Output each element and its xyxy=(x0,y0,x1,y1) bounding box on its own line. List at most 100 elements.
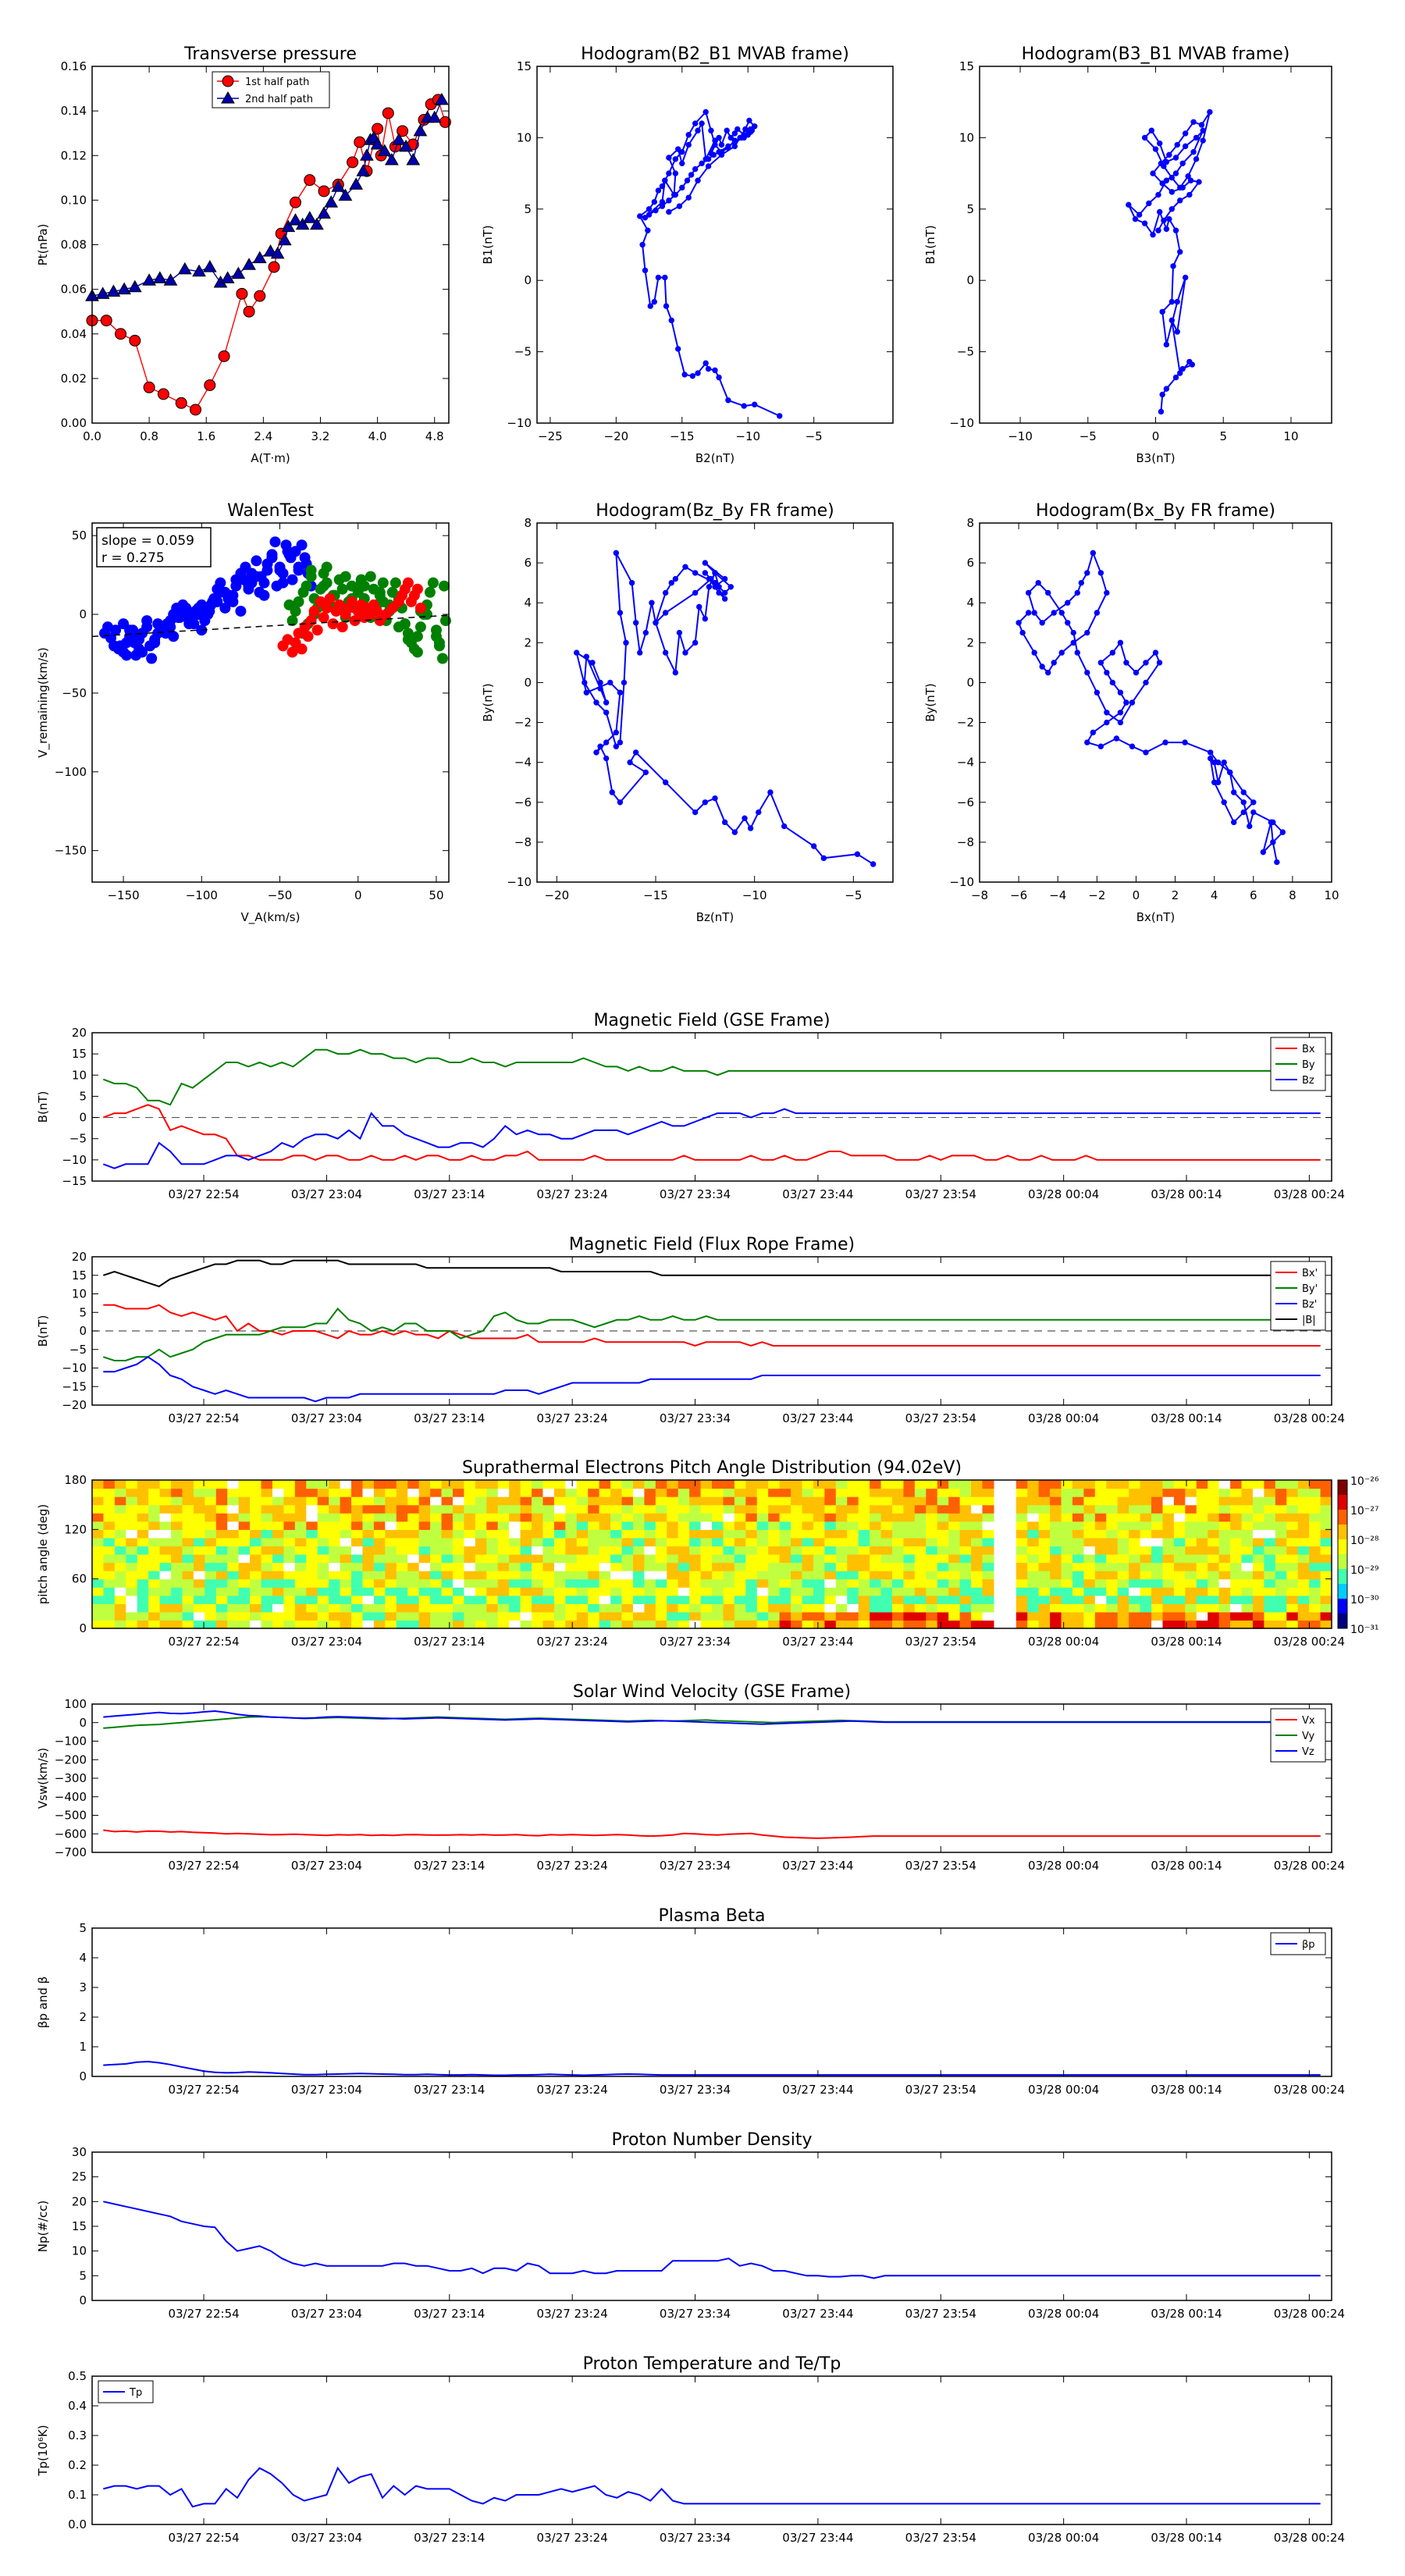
heatmap-cell xyxy=(452,1562,464,1571)
heatmap-cell xyxy=(588,1562,600,1571)
heatmap-cell xyxy=(407,1595,420,1604)
heatmap-cell xyxy=(1196,1521,1208,1530)
heatmap-cell xyxy=(802,1562,814,1571)
heatmap-cell xyxy=(1151,1529,1164,1539)
heatmap-cell xyxy=(1061,1578,1073,1588)
x-tick-label: 0.8 xyxy=(140,429,158,443)
heatmap-cell xyxy=(532,1521,544,1530)
heatmap-cell xyxy=(948,1537,961,1547)
heatmap-cell xyxy=(565,1571,578,1580)
heatmap-cell xyxy=(126,1603,138,1613)
y-tick-label: 1 xyxy=(79,2040,87,2054)
heatmap-cell xyxy=(926,1537,938,1547)
data-point xyxy=(637,649,643,656)
heatmap-cell xyxy=(756,1496,769,1506)
heatmap-cell xyxy=(385,1562,397,1571)
heatmap-cell xyxy=(971,1587,984,1596)
heatmap-cell xyxy=(824,1488,837,1497)
heatmap-cell xyxy=(227,1496,240,1506)
heatmap-cell xyxy=(261,1595,273,1604)
heatmap-cell xyxy=(193,1504,205,1514)
heatmap-cell xyxy=(678,1521,690,1530)
heatmap-cell xyxy=(283,1620,296,1629)
heatmap-cell xyxy=(1309,1571,1321,1580)
heatmap-cell xyxy=(294,1529,307,1539)
heatmap-cell xyxy=(1173,1571,1186,1580)
heatmap-cell xyxy=(250,1554,262,1564)
legend-label: Vz xyxy=(1302,1746,1314,1758)
heatmap-cell xyxy=(362,1513,375,1522)
data-point xyxy=(1231,819,1237,826)
heatmap-cell xyxy=(1094,1504,1107,1514)
heatmap-cell xyxy=(1196,1562,1208,1571)
x-tick-label: 03/27 23:24 xyxy=(537,2531,608,2545)
y-tick-label: 8 xyxy=(966,516,974,530)
heatmap-cell xyxy=(1117,1611,1129,1621)
heatmap-cell xyxy=(351,1513,364,1522)
heatmap-cell xyxy=(655,1537,667,1547)
data-point xyxy=(215,577,226,589)
heatmap-cell xyxy=(520,1496,532,1506)
heatmap-cell xyxy=(283,1513,296,1522)
heatmap-cell xyxy=(1140,1480,1152,1489)
heatmap-cell xyxy=(137,1554,149,1564)
heatmap-cell xyxy=(880,1488,893,1497)
heatmap-cell xyxy=(723,1488,735,1497)
heatmap-cell xyxy=(959,1571,972,1580)
y-tick-label: −300 xyxy=(55,1771,87,1785)
heatmap-cell xyxy=(92,1521,105,1530)
heatmap-cell xyxy=(1151,1546,1164,1555)
data-point xyxy=(121,649,133,661)
heatmap-cell xyxy=(1016,1578,1028,1588)
heatmap-cell xyxy=(1083,1611,1096,1621)
heatmap-cell xyxy=(858,1578,870,1588)
series-line xyxy=(102,1259,1321,1288)
heatmap-cell xyxy=(768,1611,781,1621)
x-axis-label: V_A(km/s) xyxy=(241,910,301,925)
heatmap-cell xyxy=(486,1546,499,1555)
heatmap-cell xyxy=(430,1521,443,1530)
heatmap-cell xyxy=(588,1571,600,1580)
heatmap-cell xyxy=(937,1611,949,1621)
heatmap-cell xyxy=(779,1504,791,1514)
x-tick-label: −10 xyxy=(742,888,767,902)
data-point xyxy=(712,795,718,802)
heatmap-cell xyxy=(1083,1513,1096,1522)
heatmap-cell xyxy=(171,1488,183,1497)
plot-border xyxy=(91,1032,1332,1182)
data-point xyxy=(318,612,329,624)
heatmap-cell xyxy=(734,1571,746,1580)
heatmap-cell xyxy=(1072,1488,1084,1497)
heatmap-cell xyxy=(329,1611,341,1621)
heatmap-cell xyxy=(880,1611,893,1621)
heatmap-cell xyxy=(441,1578,454,1588)
heatmap-cell xyxy=(1061,1620,1073,1629)
heatmap-cell xyxy=(1320,1496,1332,1506)
heatmap-cell xyxy=(1185,1595,1197,1604)
data-point xyxy=(1156,660,1163,666)
heatmap-cell xyxy=(520,1603,532,1613)
heatmap-cell xyxy=(723,1537,735,1547)
heatmap-cell xyxy=(148,1554,161,1564)
legend-label: |B| xyxy=(1302,1315,1316,1326)
heatmap-cell xyxy=(171,1587,183,1596)
legend-label: Tp xyxy=(129,2387,142,2399)
data-point xyxy=(699,160,705,167)
heatmap-cell xyxy=(452,1546,464,1555)
data-point xyxy=(1104,710,1110,716)
heatmap-cell xyxy=(779,1496,791,1506)
heatmap-cell xyxy=(430,1562,443,1571)
data-point xyxy=(1150,170,1156,176)
heatmap-cell xyxy=(283,1537,296,1547)
heatmap-cell xyxy=(329,1620,341,1629)
y-tick-label: 4 xyxy=(524,596,532,610)
y-tick-label: −200 xyxy=(55,1752,87,1767)
y-tick-label: −10 xyxy=(62,1361,87,1375)
x-axis-label: A(T·m) xyxy=(251,451,290,465)
heatmap-cell xyxy=(1173,1537,1186,1547)
heatmap-cell xyxy=(565,1480,578,1489)
data-point xyxy=(655,187,662,194)
